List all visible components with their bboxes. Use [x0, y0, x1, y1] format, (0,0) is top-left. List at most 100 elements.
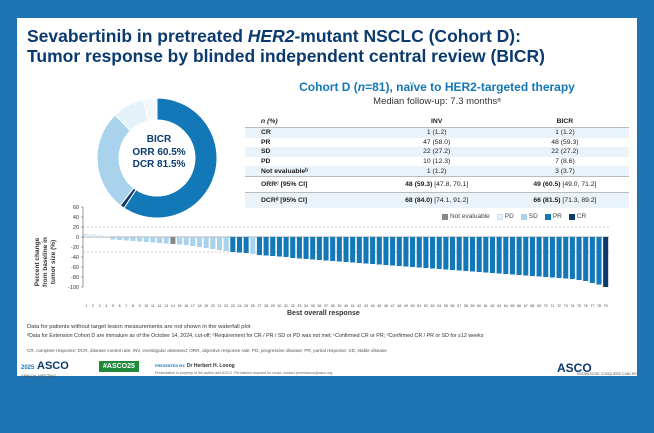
col-header-bicr: BICR	[500, 116, 629, 128]
waterfall-bar	[363, 237, 369, 264]
waterfall-bar	[529, 237, 535, 276]
waterfall-bar	[230, 237, 236, 252]
x-tick-label: 26	[251, 304, 255, 308]
x-tick-label: 64	[504, 304, 508, 308]
x-tick-label: 3	[99, 304, 101, 308]
legend-item: SD	[520, 213, 538, 220]
inv-cell: 47 (58.0)	[423, 138, 451, 146]
waterfall-bar	[330, 237, 336, 261]
cohort-text: Cohort D (	[299, 80, 358, 94]
x-tick-label: 47	[391, 304, 395, 308]
x-tick-label: 16	[184, 304, 188, 308]
waterfall-bar	[436, 237, 442, 269]
waterfall-bar	[576, 237, 582, 280]
x-tick-label: 69	[537, 304, 541, 308]
waterfall-bar	[90, 234, 96, 237]
x-tick-label: 46	[384, 304, 388, 308]
y-tick-label: -20	[71, 245, 79, 251]
waterfall-bar	[216, 237, 223, 250]
row-label: CR	[245, 127, 373, 138]
x-tick-label: 57	[457, 304, 461, 308]
row-label: Not evaluableᵇ	[245, 166, 373, 177]
waterfall-bar	[290, 237, 296, 258]
donut-slice-pr	[123, 97, 218, 219]
x-tick-label: 53	[431, 304, 435, 308]
donut-line-3: DCR 81.5%	[132, 159, 186, 170]
x-tick-label: 27	[257, 304, 261, 308]
y-tick-label: -80	[71, 275, 79, 281]
orr-inv-ci: [47.8, 70.1]	[432, 180, 469, 188]
x-tick-label: 40	[344, 304, 348, 308]
waterfall-bar	[396, 237, 402, 266]
orr-bicr-cell: 49 (60.5) [49.0, 71.2]	[500, 175, 629, 193]
x-tick-label: 1	[85, 304, 87, 308]
y-tick-label: -100	[68, 285, 79, 291]
waterfall-bar	[376, 237, 382, 265]
legend-label: SD	[528, 213, 538, 220]
y-axis-title-line: Percent change	[34, 237, 41, 287]
orr-bicr-ci: [49.0, 71.2]	[560, 180, 597, 188]
table-row-orr: ORRᶜ [95% CI] 48 (59.3) [47.8, 70.1] 49 …	[245, 175, 629, 193]
row-label: PR	[261, 138, 271, 146]
waterfall-bar	[476, 237, 482, 272]
x-tick-label: 22	[224, 304, 228, 308]
x-tick-label: 76	[584, 304, 588, 308]
x-tick-label: 24	[237, 304, 241, 308]
x-tick-label: 48	[397, 304, 401, 308]
x-tick-label: 70	[544, 304, 548, 308]
y-tick-label: 40	[73, 215, 79, 221]
table-row-dcr: DCRᵈ [95% CI] 68 (84.0) [74.1, 91.2] 66 …	[245, 191, 629, 208]
waterfall-bar	[137, 237, 143, 242]
x-tick-label: 58	[464, 304, 468, 308]
asco-annual-meeting-logo: 2025 ASCO ANNUAL MEETING	[21, 361, 69, 379]
waterfall-bar	[236, 237, 242, 253]
waterfall-bar	[390, 237, 396, 266]
slide: Sevabertinib in pretreated HER2-mutant N…	[17, 18, 637, 379]
dcr-label: DCRᵈ [95% CI]	[245, 191, 373, 208]
x-tick-label: 17	[191, 304, 195, 308]
x-tick-label: 37	[324, 304, 328, 308]
response-table: n (%) INV BICR CR 1 (1.2) 1 (1.2) PR 47 …	[245, 116, 629, 208]
legend-swatch-pr	[544, 213, 551, 220]
waterfall-bar	[157, 237, 163, 243]
slide-footer: 2025 ASCO ANNUAL MEETING #ASCO25 PRESENT…	[17, 361, 637, 379]
col-header-n: n (%)	[245, 116, 373, 128]
donut-slice-ne	[142, 97, 158, 122]
x-tick-label: 12	[158, 304, 162, 308]
waterfall-bar	[603, 237, 609, 287]
x-tick-label: 9	[139, 304, 141, 308]
legend-item: Not evaluable	[442, 213, 490, 220]
waterfall-bar	[243, 237, 249, 253]
waterfall-bar	[536, 237, 542, 277]
donut-line-2: ORR 60.5%	[132, 146, 186, 158]
x-tick-label: 38	[331, 304, 335, 308]
waterfall-bar	[276, 237, 282, 257]
waterfall-bar	[469, 237, 476, 272]
x-tick-label: 14	[171, 304, 175, 308]
waterfall-bar	[190, 237, 196, 246]
waterfall-bar	[583, 237, 589, 281]
orr-inv-cell: 48 (59.3) [47.8, 70.1]	[372, 175, 501, 193]
legend-item: PD	[496, 213, 514, 220]
x-tick-label: 11	[151, 304, 155, 308]
waterfall-bar	[430, 237, 436, 269]
x-tick-label: 36	[317, 304, 321, 308]
x-tick-label: 6	[119, 304, 121, 308]
table-row: PD 10 (12.3) 7 (8.6)	[245, 157, 629, 167]
x-tick-label: 41	[351, 304, 355, 308]
donut-line-1: BICR	[146, 134, 172, 145]
x-tick-label: 4	[105, 304, 107, 308]
x-tick-label: 61	[484, 304, 488, 308]
waterfall-bar	[143, 237, 149, 242]
waterfall-bar	[210, 237, 216, 249]
x-tick-label: 66	[517, 304, 521, 308]
title-her2: HER2	[247, 26, 295, 46]
x-tick-label: 51	[417, 304, 421, 308]
bicr-cell: 1 (1.2)	[500, 127, 629, 138]
x-tick-label: 21	[217, 304, 221, 308]
x-tick-label: 72	[557, 304, 561, 308]
footnote-3: CR, complete response; DCR, disease cont…	[27, 348, 387, 353]
footnote-1: Data for patients without target lesion …	[27, 324, 251, 330]
x-tick-label: 18	[198, 304, 202, 308]
